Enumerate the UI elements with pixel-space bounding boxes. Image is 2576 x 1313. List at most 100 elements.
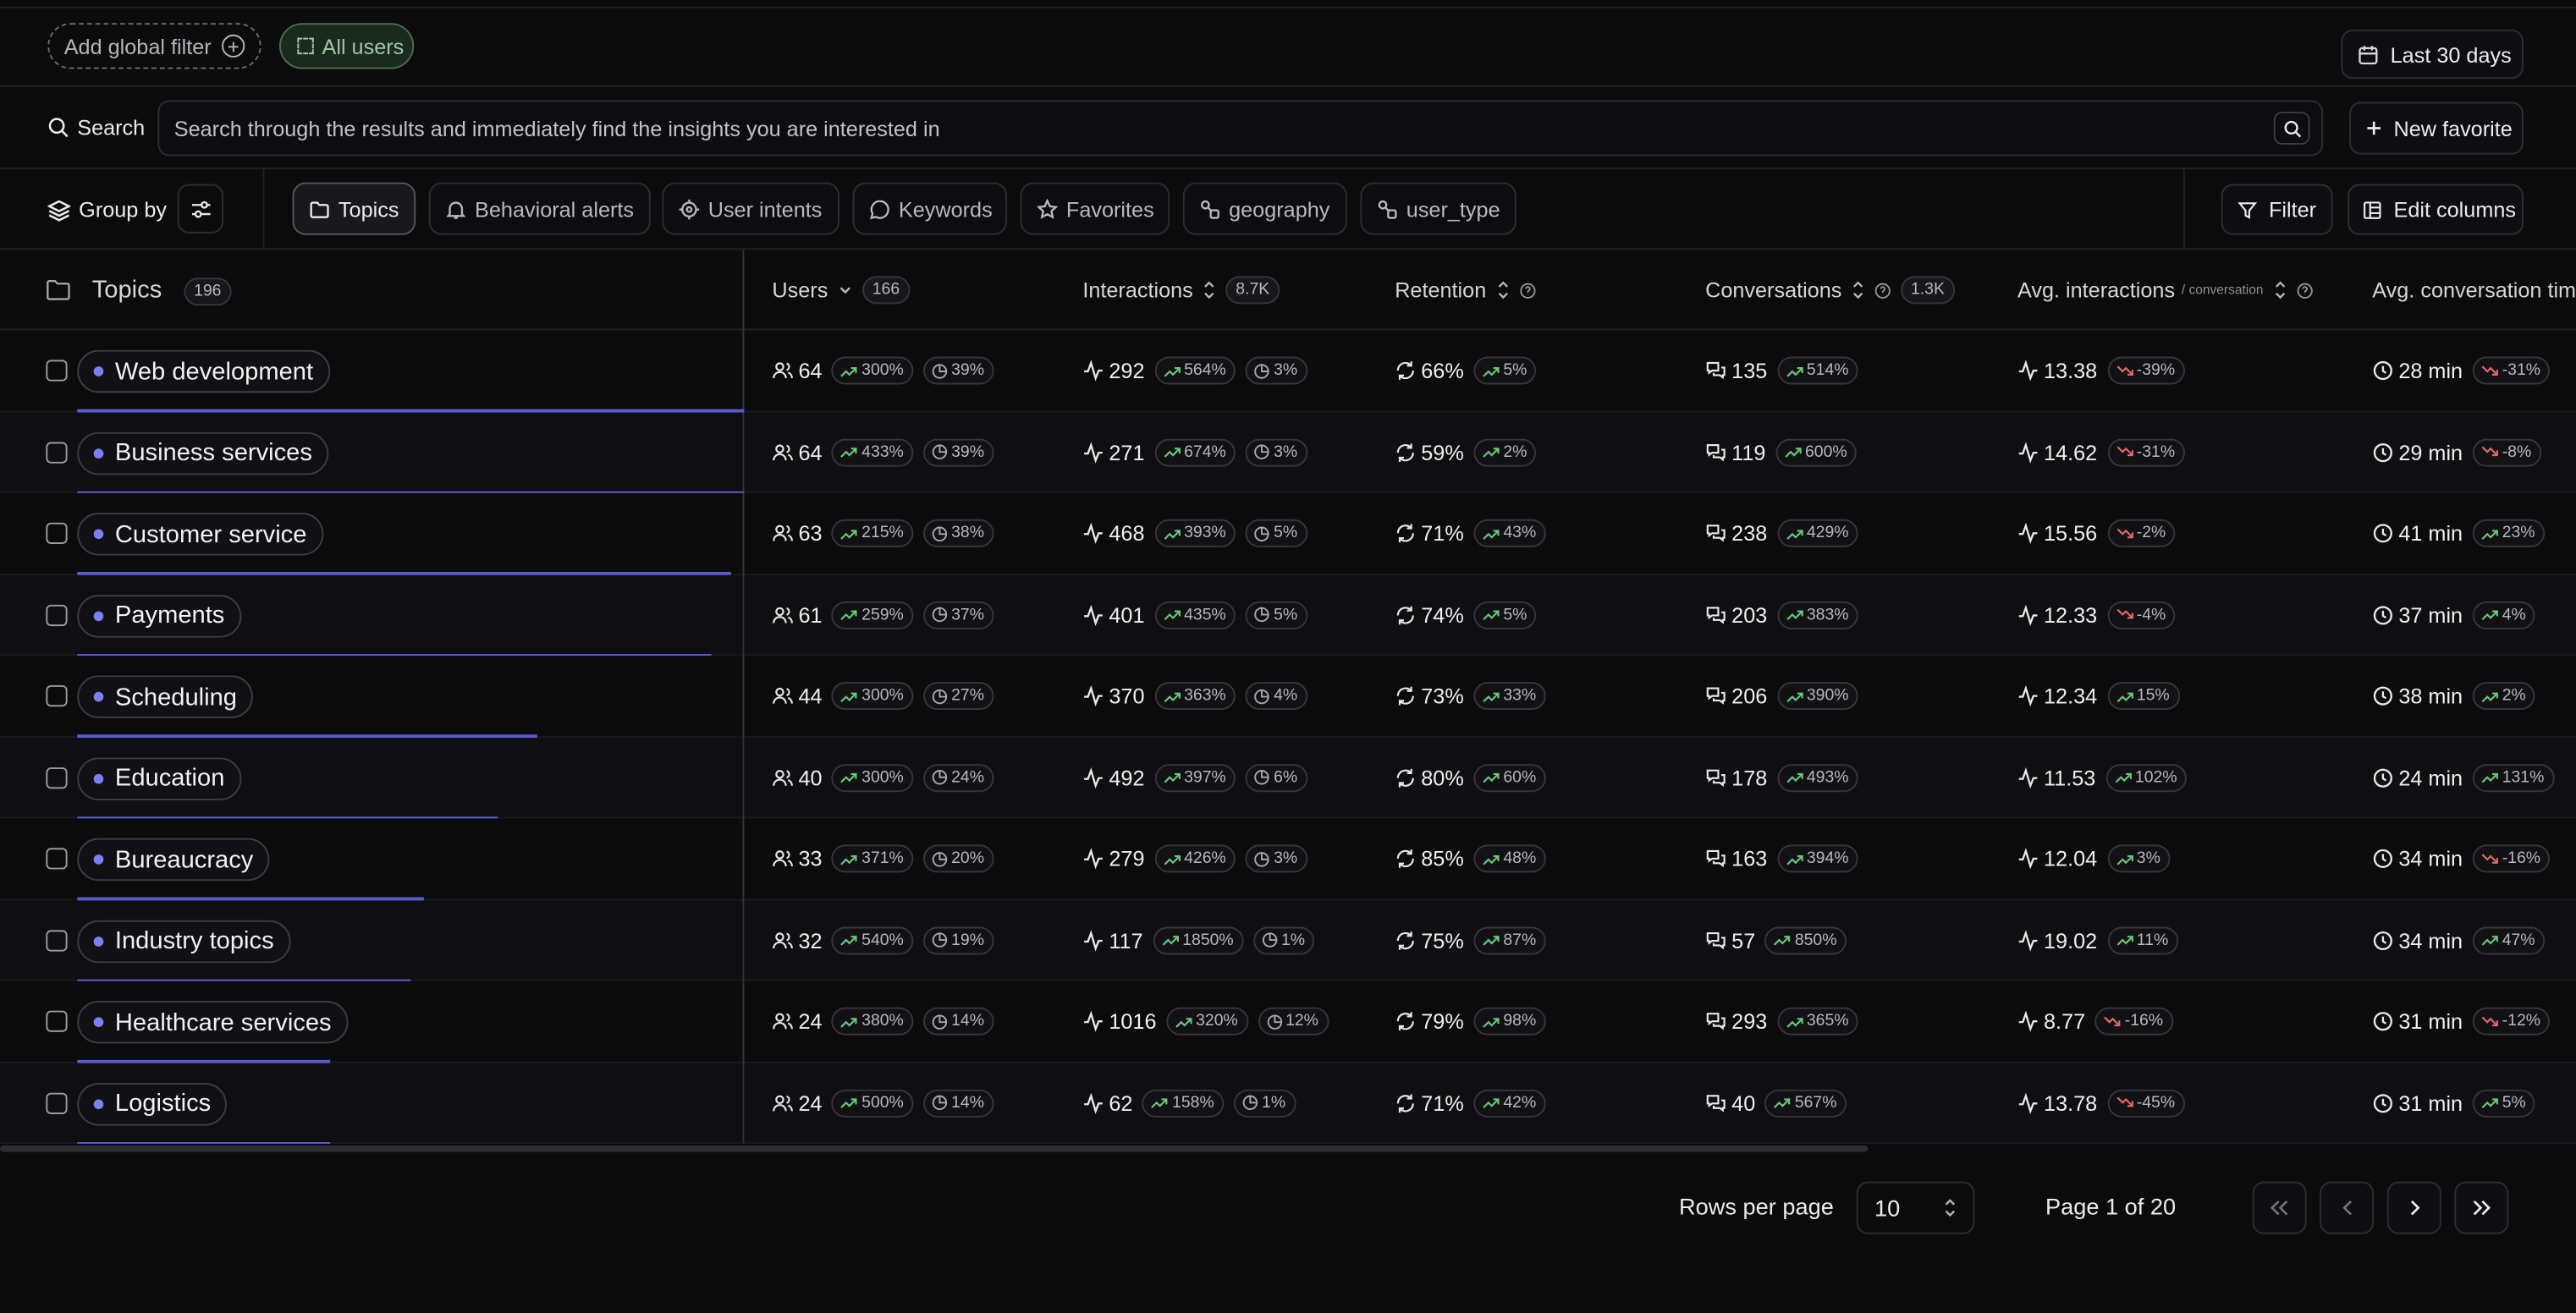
- avg-time-cell: 29 min -8%: [2372, 412, 2541, 492]
- metrics-row[interactable]: 64 433% 39% 271 674% 3% 59% 2% 119 600% 14.62 -31% 2…: [744, 411, 2576, 493]
- metrics-row[interactable]: 32 540% 19% 117 1850% 1% 75% 87% 57 850% 19.02 11% 3…: [744, 899, 2576, 981]
- metrics-row[interactable]: 63 215% 38% 468 393% 5% 71% 43% 238 429% 15.56 -2% 4…: [744, 493, 2576, 574]
- table-row[interactable]: Healthcare services: [0, 981, 743, 1063]
- topic-tag[interactable]: Education: [77, 756, 241, 799]
- users-change-badge: 300%: [832, 356, 914, 385]
- table-row[interactable]: Scheduling: [0, 656, 743, 738]
- topic-tag[interactable]: Industry topics: [77, 919, 291, 963]
- tab-keywords[interactable]: Keywords: [852, 182, 1008, 235]
- row-checkbox[interactable]: [46, 848, 68, 870]
- trend-up-icon: [841, 772, 858, 783]
- metrics-row[interactable]: 24 500% 14% 62 158% 1% 71% 42% 40 567% 13.78 -45% 31…: [744, 1062, 2576, 1144]
- avg-time-cell: 31 min 5%: [2372, 1063, 2536, 1143]
- users-column-header[interactable]: Users 166: [772, 250, 910, 330]
- table-row[interactable]: Education: [0, 737, 743, 819]
- add-global-filter-button[interactable]: Add global filter: [47, 23, 261, 69]
- avg-conversation-time-header-label: Avg. conversation time: [2372, 277, 2576, 303]
- row-checkbox[interactable]: [46, 360, 68, 382]
- interactions-share-badge: 5%: [1246, 600, 1307, 629]
- trend-up-icon: [1164, 691, 1181, 702]
- row-checkbox[interactable]: [46, 929, 68, 951]
- users-icon: [773, 525, 793, 541]
- conversations-cell: 178 493%: [1705, 737, 1859, 817]
- topic-tag[interactable]: Business services: [77, 431, 329, 475]
- messages-icon: [1706, 443, 1726, 461]
- avg-interactions-value: 12.34: [2044, 684, 2098, 709]
- table-row[interactable]: Bureaucracy: [0, 818, 743, 900]
- metrics-row[interactable]: 64 300% 39% 292 564% 3% 66% 5% 135 514% 13.38 -39% 2…: [744, 330, 2576, 412]
- help-icon[interactable]: [1519, 282, 1535, 298]
- trend-up-icon: [2481, 772, 2498, 783]
- row-checkbox[interactable]: [46, 441, 68, 463]
- topic-tag[interactable]: Bureaucracy: [77, 838, 270, 882]
- date-range-button[interactable]: Last 30 days: [2341, 29, 2524, 80]
- topic-tag[interactable]: Logistics: [77, 1082, 228, 1125]
- avg-interactions-change-badge: 3%: [2106, 844, 2171, 873]
- topic-tag[interactable]: Scheduling: [77, 675, 254, 718]
- users-value: 24: [798, 1008, 823, 1034]
- retention-column-header[interactable]: Retention: [1395, 250, 1535, 330]
- topic-tag[interactable]: Payments: [77, 594, 241, 637]
- horizontal-scrollbar[interactable]: [0, 1145, 1869, 1152]
- last-page-button[interactable]: [2454, 1181, 2509, 1234]
- avg-time-change-badge-value: -8%: [2502, 442, 2532, 461]
- metrics-row[interactable]: 33 371% 20% 279 426% 3% 85% 48% 163 394% 12.04 3% 34…: [744, 818, 2576, 900]
- row-checkbox[interactable]: [46, 766, 68, 788]
- metrics-area: Users 166 Interactions 8.7K Retention Co…: [744, 250, 2576, 1144]
- interactions-change-badge: 435%: [1154, 600, 1236, 629]
- retention-cell: 73% 33%: [1395, 656, 1546, 736]
- help-icon[interactable]: [1874, 282, 1891, 298]
- avg-time-value: 29 min: [2398, 439, 2463, 464]
- avg-interactions-column-header[interactable]: Avg. interactions / conversation: [2017, 250, 2313, 330]
- trend-up-icon: [2481, 610, 2498, 621]
- topic-tag[interactable]: Web development: [77, 349, 330, 393]
- group-settings-button[interactable]: [177, 184, 224, 233]
- interactions-column-header[interactable]: Interactions 8.7K: [1082, 250, 1280, 330]
- edit-columns-button[interactable]: Edit columns: [2348, 184, 2524, 235]
- table-row[interactable]: Logistics: [0, 1062, 743, 1144]
- tab-user-intents[interactable]: User intents: [662, 182, 840, 235]
- previous-page-button[interactable]: [2320, 1181, 2375, 1234]
- group-by-label[interactable]: Group by: [47, 197, 167, 222]
- row-checkbox[interactable]: [46, 603, 68, 626]
- avg-time-value: 37 min: [2398, 602, 2463, 628]
- topic-tag[interactable]: Healthcare services: [77, 1000, 349, 1044]
- users-cell: 24 500% 14%: [772, 1063, 994, 1143]
- metrics-row[interactable]: 61 259% 37% 401 435% 5% 74% 5% 203 383% 12.33 -4% 37…: [744, 574, 2576, 656]
- table-row[interactable]: Industry topics: [0, 899, 743, 981]
- page-indicator: Page 1 of 20: [2045, 1193, 2177, 1220]
- table-row[interactable]: Customer service: [0, 493, 743, 574]
- metrics-row[interactable]: 44 300% 27% 370 363% 4% 73% 33% 206 390% 12.34 15% 3…: [744, 656, 2576, 738]
- next-page-button[interactable]: [2386, 1181, 2441, 1234]
- interactions-value: 370: [1109, 684, 1145, 709]
- metrics-row[interactable]: 24 380% 14% 1016 320% 12% 79% 98% 293 365% 8.77 -16…: [744, 981, 2576, 1063]
- users-share-badge-value: 27%: [951, 686, 984, 706]
- tab-user-type[interactable]: user_type: [1360, 182, 1516, 235]
- row-checkbox[interactable]: [46, 684, 68, 707]
- pie-icon: [1254, 770, 1270, 785]
- tab-geography[interactable]: geography: [1182, 182, 1347, 235]
- avg-conversation-time-column-header[interactable]: Avg. conversation time: [2372, 250, 2576, 330]
- filter-button[interactable]: Filter: [2221, 184, 2333, 235]
- topic-tag[interactable]: Customer service: [77, 513, 323, 556]
- metrics-row[interactable]: 40 300% 24% 492 397% 6% 80% 60% 178 493% 11.53 102%…: [744, 737, 2576, 819]
- conversations-column-header[interactable]: Conversations 1.3K: [1705, 250, 1955, 330]
- conversations-cell: 238 429%: [1705, 493, 1859, 574]
- table-row[interactable]: Payments: [0, 574, 743, 656]
- row-checkbox[interactable]: [46, 1010, 68, 1032]
- search-input[interactable]: [159, 102, 2322, 155]
- row-checkbox[interactable]: [46, 522, 68, 544]
- search-submit-button[interactable]: [2273, 112, 2310, 145]
- tab-behavioral-alerts[interactable]: Behavioral alerts: [428, 182, 651, 235]
- first-page-button[interactable]: [2252, 1181, 2307, 1234]
- tab-favorites[interactable]: Favorites: [1020, 182, 1170, 235]
- new-favorite-button[interactable]: New favorite: [2349, 102, 2524, 155]
- table-row[interactable]: Web development: [0, 330, 745, 412]
- table-row[interactable]: Business services: [0, 411, 745, 493]
- row-checkbox[interactable]: [46, 1091, 68, 1113]
- all-users-segment[interactable]: All users: [279, 23, 415, 69]
- tab-topics[interactable]: Topics: [292, 182, 416, 235]
- messages-icon: [1706, 525, 1726, 542]
- rows-per-page-select[interactable]: 10: [1856, 1181, 1975, 1234]
- help-icon[interactable]: [2296, 282, 2313, 298]
